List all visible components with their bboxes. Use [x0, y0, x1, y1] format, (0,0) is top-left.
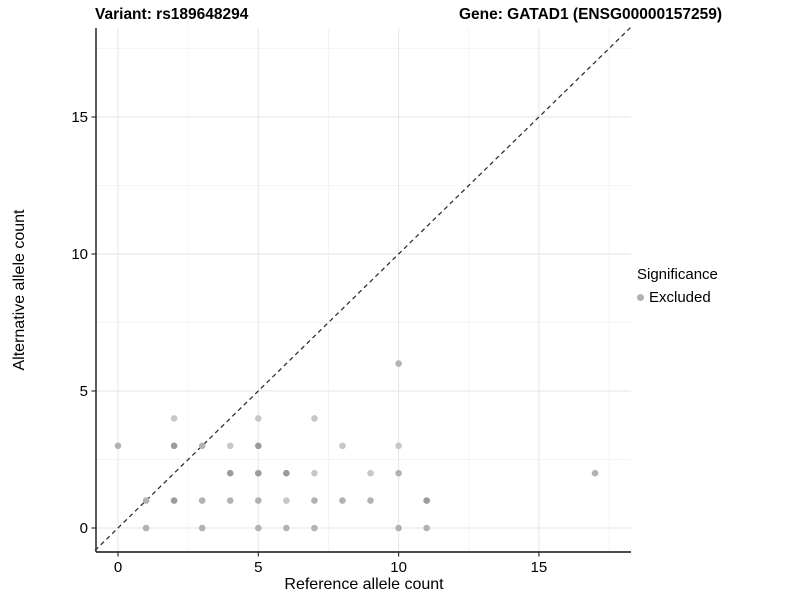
data-point: [142, 524, 150, 532]
data-points: [114, 360, 599, 532]
grid-minor: [96, 28, 631, 552]
data-point: [395, 469, 402, 477]
gene-title: Gene: GATAD1 (ENSG00000157259): [458, 6, 722, 23]
variant-title: Variant: rs189648294: [95, 6, 249, 23]
data-point: [254, 524, 262, 532]
data-point: [367, 497, 374, 504]
grid-major: [96, 28, 631, 552]
excluded-dot-icon: [637, 294, 644, 301]
data-point: [395, 442, 402, 450]
data-point: [367, 469, 374, 477]
data-point: [339, 442, 346, 450]
data-point: [226, 442, 234, 450]
data-point: [423, 524, 430, 532]
data-point: [254, 442, 262, 450]
legend-entry-label: Excluded: [649, 289, 711, 306]
data-point: [311, 415, 318, 422]
x-tick-labels: 0 5 10 15: [114, 559, 547, 576]
data-point: [311, 497, 318, 504]
y-tick-label: 10: [71, 246, 88, 263]
x-tick-label: 0: [114, 559, 122, 576]
data-point: [339, 497, 346, 504]
x-tick-label: 5: [254, 559, 262, 576]
data-point: [283, 524, 290, 532]
x-axis-title: Reference allele count: [284, 576, 444, 593]
tick-marks: [91, 116, 540, 557]
data-point: [198, 524, 206, 532]
y-tick-label: 15: [71, 109, 88, 126]
data-point: [591, 469, 599, 477]
data-point: [170, 497, 178, 504]
data-point: [198, 442, 206, 450]
y-tick-label: 5: [80, 383, 88, 400]
data-point: [395, 360, 402, 367]
plot-titles-row: Variant: rs189648294 Gene: GATAD1 (ENSG0…: [95, 4, 722, 26]
data-point: [254, 497, 262, 504]
data-point: [198, 497, 206, 504]
legend-title: Significance: [637, 266, 718, 283]
data-point: [423, 497, 430, 504]
data-point: [283, 469, 290, 477]
data-point: [311, 524, 318, 532]
data-point: [311, 469, 318, 477]
data-point: [170, 415, 178, 422]
data-point: [283, 497, 290, 504]
identity-line: [94, 27, 631, 551]
data-point: [254, 469, 262, 477]
y-axis-title: Alternative allele count: [11, 209, 28, 371]
data-point: [114, 442, 122, 450]
legend-entry-excluded: Excluded: [637, 289, 797, 306]
legend: Significance Excluded: [637, 266, 797, 306]
y-tick-labels: 0 5 10 15: [71, 109, 88, 537]
data-point: [226, 469, 234, 477]
data-point: [170, 442, 178, 450]
data-point: [395, 524, 402, 532]
x-tick-label: 15: [531, 559, 548, 576]
data-point: [142, 497, 150, 504]
x-tick-label: 10: [390, 559, 407, 576]
data-point: [226, 497, 234, 504]
data-point: [254, 415, 262, 422]
y-tick-label: 0: [80, 520, 88, 537]
